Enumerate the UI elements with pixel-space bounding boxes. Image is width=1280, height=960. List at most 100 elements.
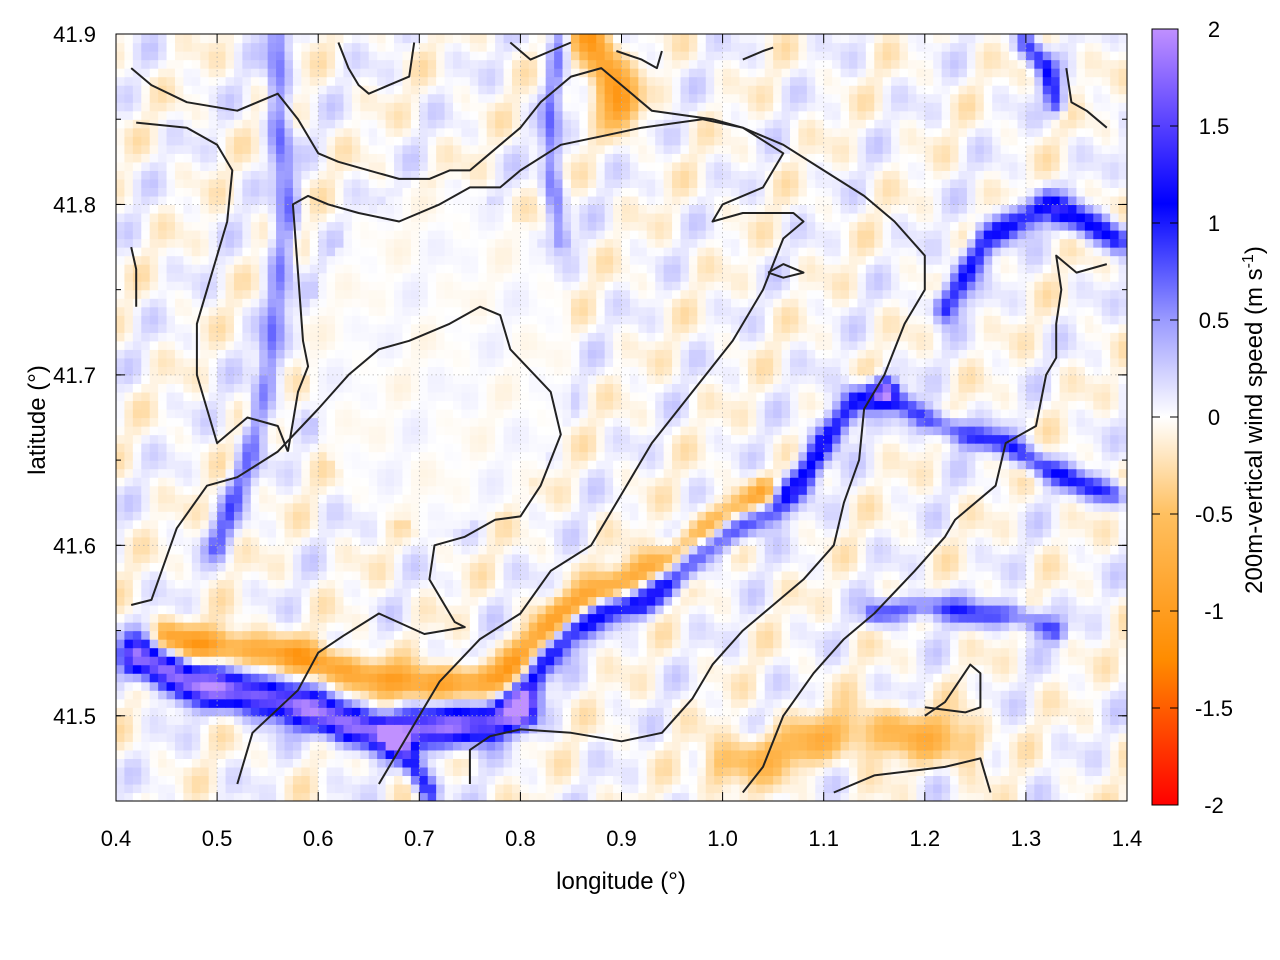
heatmap-cell: [941, 579, 951, 589]
heatmap-cell: [326, 562, 336, 572]
heatmap-cell: [756, 664, 766, 674]
heatmap-cell: [781, 741, 791, 751]
heatmap-cell: [183, 485, 193, 495]
heatmap-cell: [419, 477, 429, 487]
heatmap-cell: [916, 477, 926, 487]
heatmap-cell: [958, 639, 968, 649]
heatmap-cell: [453, 681, 463, 691]
heatmap-cell: [756, 460, 766, 470]
heatmap-cell: [857, 460, 867, 470]
heatmap-cell: [318, 562, 328, 572]
heatmap-cell: [663, 775, 673, 785]
heatmap-cell: [233, 656, 243, 666]
heatmap-cell: [638, 707, 648, 717]
heatmap-cell: [655, 562, 665, 572]
heatmap-cell: [950, 647, 960, 657]
heatmap-cell: [1059, 783, 1069, 794]
heatmap-cell: [469, 673, 479, 683]
heatmap-cell: [284, 741, 294, 751]
heatmap-cell: [149, 724, 159, 734]
heatmap-cell: [1034, 545, 1044, 555]
heatmap-cell: [444, 681, 454, 691]
heatmap-cell: [444, 724, 454, 734]
heatmap-cell: [1000, 766, 1010, 777]
heatmap-cell: [579, 477, 589, 487]
heatmap-cell: [924, 519, 934, 529]
heatmap-cell: [233, 673, 243, 683]
heatmap-cell: [570, 656, 580, 666]
heatmap-cell: [1017, 630, 1027, 640]
heatmap-cell: [208, 562, 218, 572]
heatmap-cell: [1118, 792, 1127, 801]
heatmap-cell: [116, 724, 126, 734]
heatmap-cell: [410, 664, 420, 674]
heatmap-cell: [427, 656, 437, 666]
heatmap-cell: [132, 630, 142, 640]
heatmap-cell: [1042, 519, 1052, 529]
heatmap-cell: [604, 502, 614, 512]
heatmap-cell: [419, 749, 429, 759]
heatmap-cell: [326, 579, 336, 589]
heatmap-cell: [1093, 460, 1103, 470]
heatmap-cell: [1118, 673, 1127, 683]
heatmap-cell: [840, 732, 850, 742]
heatmap-cell: [545, 485, 555, 495]
heatmap-cell: [377, 741, 387, 751]
heatmap-cell: [983, 468, 993, 478]
heatmap-cell: [461, 647, 471, 657]
heatmap-cell: [722, 681, 732, 691]
heatmap-cell: [781, 673, 791, 683]
heatmap-cell: [629, 622, 639, 632]
heatmap-cell: [570, 775, 580, 785]
heatmap-cell: [1051, 553, 1061, 563]
heatmap-cell: [638, 579, 648, 589]
heatmap-cell: [377, 724, 387, 734]
heatmap-cell: [267, 536, 277, 546]
heatmap-cell: [309, 707, 319, 717]
heatmap-cell: [941, 468, 951, 478]
heatmap-cell: [823, 451, 833, 461]
heatmap-cell: [141, 681, 151, 691]
heatmap-cell: [899, 656, 909, 666]
heatmap-cell: [983, 690, 993, 700]
heatmap-cell: [629, 596, 639, 606]
heatmap-cell: [562, 724, 572, 734]
heatmap-cell: [832, 511, 842, 521]
heatmap-cell: [242, 494, 252, 504]
heatmap-cell: [250, 630, 260, 640]
heatmap-cell: [453, 519, 463, 529]
heatmap-cell: [545, 766, 555, 777]
heatmap-cell: [335, 707, 345, 717]
heatmap-cell: [318, 570, 328, 581]
heatmap-cell: [672, 494, 682, 504]
heatmap-cell: [242, 519, 252, 529]
heatmap-cell: [343, 443, 353, 453]
heatmap-cell: [1118, 562, 1127, 572]
heatmap-cell: [1076, 639, 1086, 649]
heatmap-cell: [579, 587, 589, 598]
heatmap-cell: [453, 775, 463, 785]
heatmap-cell: [655, 553, 665, 563]
heatmap-cell: [469, 775, 479, 785]
heatmap-cell: [604, 630, 614, 640]
heatmap-cell: [1017, 587, 1027, 598]
heatmap-cell: [250, 690, 260, 700]
heatmap-cell: [427, 545, 437, 555]
heatmap-cell: [200, 545, 210, 555]
heatmap-cell: [1068, 528, 1078, 538]
heatmap-cell: [1009, 630, 1019, 640]
heatmap-cell: [225, 477, 235, 487]
heatmap-cell: [419, 443, 429, 453]
heatmap-cell: [697, 673, 707, 683]
heatmap-cell: [891, 724, 901, 734]
heatmap-cell: [1110, 715, 1120, 725]
heatmap-cell: [1034, 681, 1044, 691]
heatmap-cell: [857, 604, 867, 615]
heatmap-cell: [360, 622, 370, 632]
heatmap-cell: [823, 783, 833, 794]
heatmap-cell: [823, 664, 833, 674]
heatmap-cell: [360, 724, 370, 734]
heatmap-cell: [1110, 639, 1120, 649]
heatmap-cell: [520, 502, 530, 512]
heatmap-cell: [992, 647, 1002, 657]
